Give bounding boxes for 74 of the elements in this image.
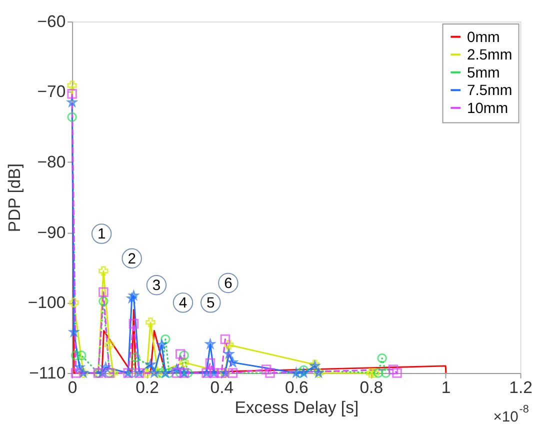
point xyxy=(98,296,108,306)
point xyxy=(388,364,398,374)
point xyxy=(98,266,108,276)
point xyxy=(265,368,275,378)
legend-label: 2.5mm xyxy=(466,48,512,64)
legend-label: 5mm xyxy=(466,65,500,82)
point xyxy=(392,368,402,378)
point xyxy=(69,327,79,336)
point xyxy=(220,334,230,344)
point xyxy=(153,368,163,378)
annotation: 4 xyxy=(178,296,188,312)
point xyxy=(366,368,376,378)
point xyxy=(67,97,77,106)
x-tick-label: 0.8 xyxy=(360,378,384,398)
y-tick-label: −110 xyxy=(29,363,66,382)
point xyxy=(373,368,384,378)
point xyxy=(76,350,86,360)
legend-label: 0mm xyxy=(466,30,500,46)
point xyxy=(176,349,186,359)
point xyxy=(67,80,77,90)
annotation: 1 xyxy=(97,226,106,243)
point xyxy=(146,317,156,328)
point xyxy=(164,368,174,378)
point xyxy=(160,368,170,378)
point xyxy=(128,318,139,329)
y-tick-label: −80 xyxy=(37,152,66,172)
point xyxy=(224,349,234,358)
point xyxy=(205,358,216,368)
annotation: 3 xyxy=(152,278,161,294)
point xyxy=(156,368,167,378)
point xyxy=(146,360,156,369)
point xyxy=(380,368,391,378)
point xyxy=(69,298,79,308)
y-tick-label: −60 xyxy=(37,12,66,31)
point xyxy=(377,353,387,364)
point xyxy=(298,365,309,376)
point xyxy=(74,362,84,372)
point xyxy=(97,368,107,378)
x-axis-title: Excess Delay [s] xyxy=(234,398,359,417)
point xyxy=(179,358,189,368)
x-tick-label: 0.2 xyxy=(136,378,159,398)
point xyxy=(70,368,81,378)
point xyxy=(172,364,182,374)
point xyxy=(179,350,189,360)
point xyxy=(104,340,114,350)
point xyxy=(295,368,305,378)
point xyxy=(108,368,118,378)
x-tick-label: 0.4 xyxy=(210,378,234,398)
y-tick-label: −70 xyxy=(37,82,66,102)
point xyxy=(228,368,238,378)
y-tick-label: −100 xyxy=(28,293,66,312)
x-tick-label: 1 xyxy=(441,378,451,398)
legend-label: 10mm xyxy=(466,100,508,117)
y-axis-title: PDP [dB] xyxy=(4,163,24,232)
point xyxy=(172,368,182,378)
point xyxy=(67,112,77,122)
annotation: 2 xyxy=(128,251,136,268)
point xyxy=(70,350,81,360)
point xyxy=(160,334,170,344)
point xyxy=(298,368,308,378)
point xyxy=(67,89,77,99)
point xyxy=(98,287,108,298)
x-tick-label: 1.2 xyxy=(509,378,532,398)
annotation: 5 xyxy=(206,296,215,312)
y-tick-label: −90 xyxy=(37,222,66,242)
point xyxy=(261,364,272,374)
annotation: 6 xyxy=(224,276,232,292)
point xyxy=(224,340,234,350)
point xyxy=(370,368,380,378)
legend-label: 7.5mm xyxy=(466,83,512,100)
point xyxy=(130,352,140,362)
point xyxy=(142,368,152,378)
x-tick-label: 0.6 xyxy=(285,378,308,398)
x-tick-label: 0 xyxy=(68,378,78,398)
